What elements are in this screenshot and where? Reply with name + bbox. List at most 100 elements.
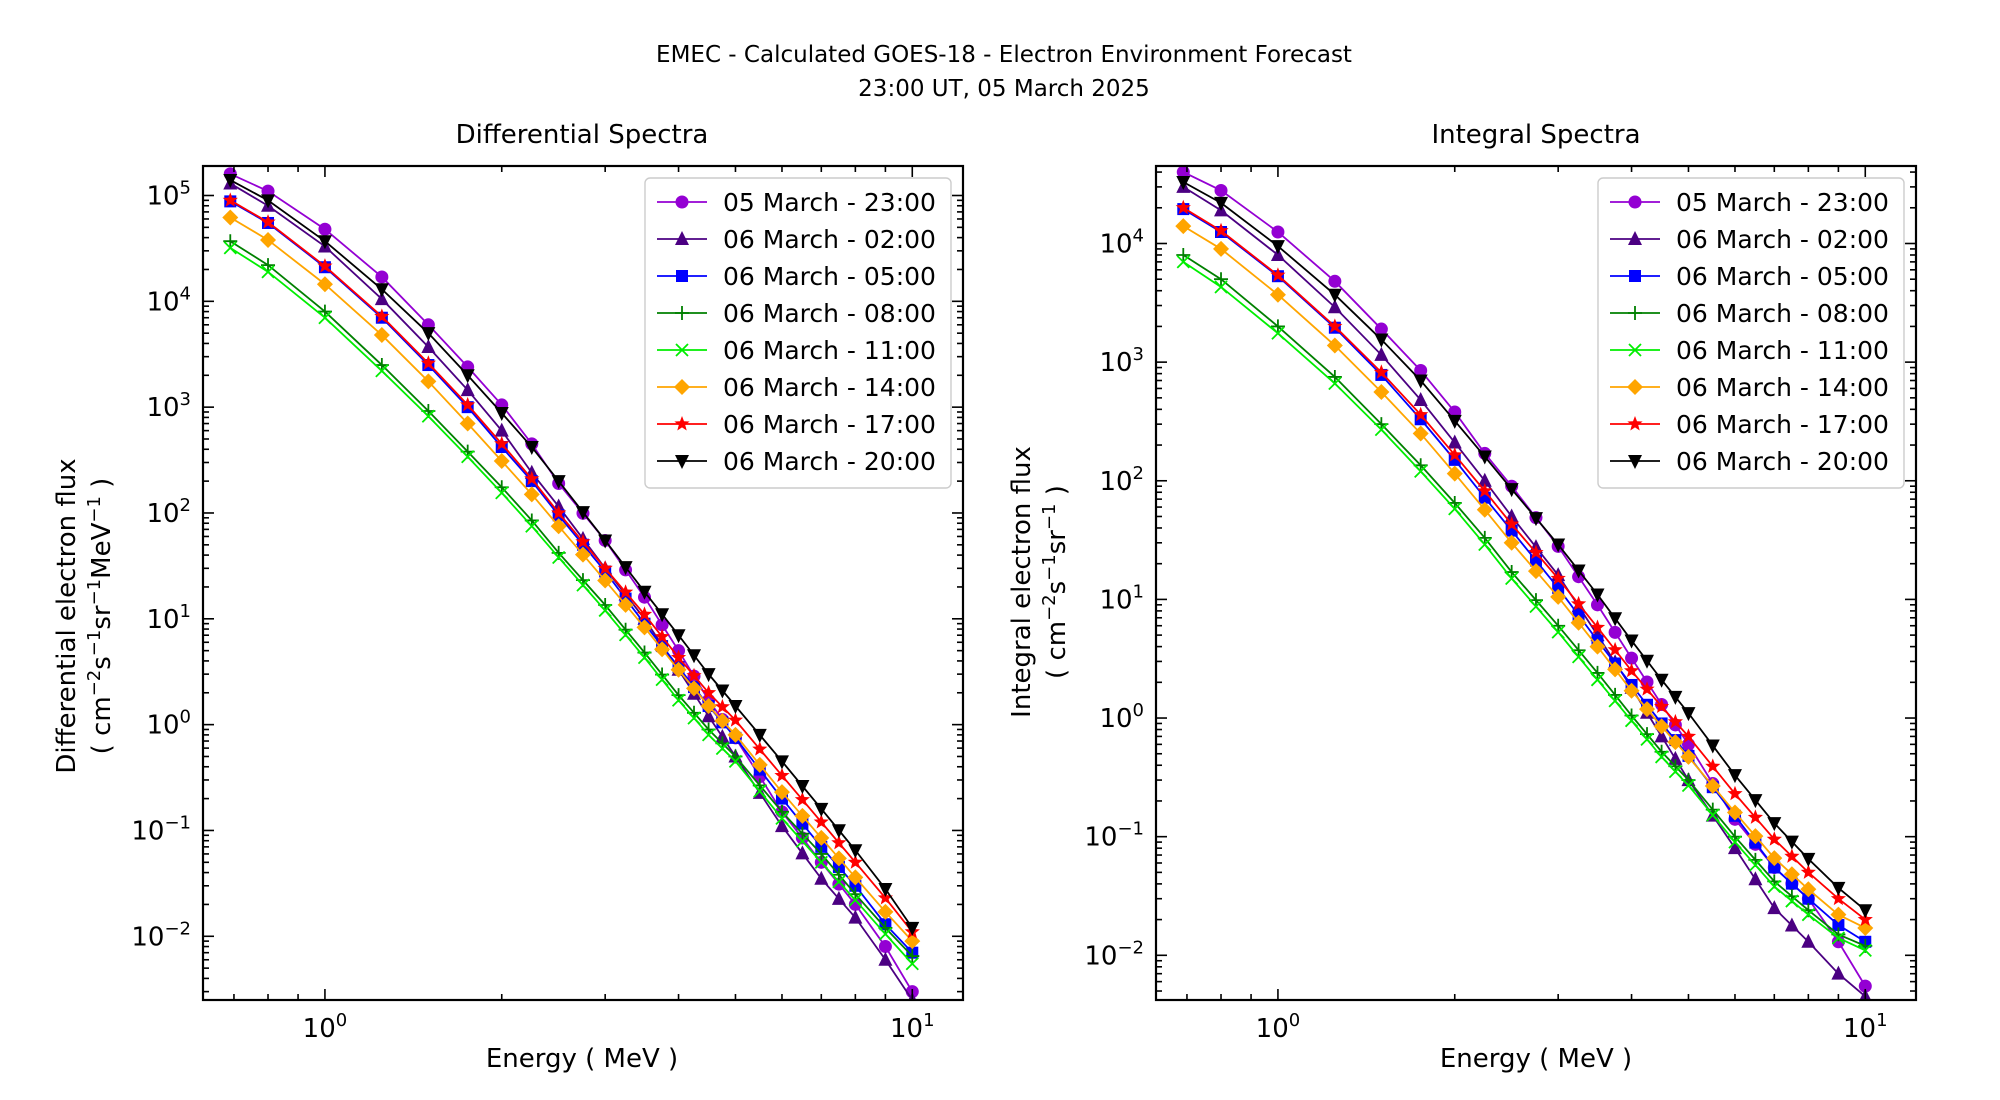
- series-3-point-2: [317, 304, 332, 319]
- legend-label-1: 06 March - 02:00: [723, 225, 936, 254]
- legend-marker-5: [674, 379, 690, 395]
- series-0-point-5: [1414, 364, 1428, 378]
- series-5-point-12: [636, 619, 653, 636]
- series-7-point-21: [1748, 794, 1763, 809]
- series-4-point-2: [318, 311, 332, 325]
- series-4-point-16: [1654, 750, 1669, 764]
- series-1-point-3: [374, 291, 389, 306]
- series-0-point-2: [318, 222, 332, 236]
- series-7-point-17: [1668, 690, 1683, 705]
- integral-yunit: ( cm−2s−1sr−1 ): [1039, 485, 1072, 679]
- series-5-point-19: [1704, 777, 1721, 794]
- legend-item-6: 06 March - 17:00: [657, 410, 936, 439]
- series-7-point-19: [1705, 739, 1720, 754]
- legend-item-3: 06 March - 08:00: [657, 299, 936, 328]
- series-1-point-24: [1801, 933, 1816, 948]
- series-5-point-3: [1326, 337, 1343, 354]
- series-5-point-25: [877, 903, 894, 920]
- axes-frame-1: [1154, 164, 1918, 1002]
- y-tick-label-1-0: 10−2: [1084, 937, 1144, 971]
- series-5-point-10: [1550, 588, 1567, 605]
- axes-frame-0: [201, 164, 965, 1002]
- series-7-point-4: [1374, 333, 1389, 348]
- series-4-point-17: [1668, 764, 1683, 779]
- series-4-point-18: [728, 754, 743, 768]
- series-5-point-12: [1589, 638, 1606, 655]
- series-2-point-24: [849, 879, 862, 892]
- series-7-point-18: [728, 699, 743, 714]
- series-7-point-26: [1858, 904, 1873, 919]
- series-7-point-21: [795, 780, 810, 795]
- series-4-point-13: [1608, 694, 1622, 708]
- series-6-point-5: [1413, 406, 1429, 422]
- series-7-point-0: [223, 174, 238, 189]
- figure-title: EMEC - Calculated GOES-18 - Electron Env…: [656, 42, 1352, 68]
- series-4-point-25: [878, 927, 893, 941]
- series-7-point-5: [460, 369, 475, 384]
- legend-marker-4: [675, 343, 689, 357]
- legend-marker-0: [1628, 195, 1642, 209]
- series-2-point-22: [1768, 861, 1781, 874]
- series-4-point-14: [1624, 714, 1639, 728]
- series-0-point-12: [1590, 598, 1604, 612]
- series-4-point-5: [461, 450, 475, 464]
- series-7-point-13: [1608, 612, 1623, 627]
- legend-item-5: 06 March - 14:00: [657, 373, 936, 402]
- series-7-point-1: [261, 194, 276, 209]
- series-5-point-20: [773, 784, 790, 801]
- series-5-point-8: [1503, 534, 1520, 551]
- series-7-point-15: [1640, 654, 1655, 669]
- series-6-point-5: [460, 396, 476, 412]
- series-6-point-10: [597, 560, 613, 575]
- series-4-point-3: [1328, 376, 1342, 391]
- series-6-point-22: [813, 814, 829, 829]
- series-6-point-17: [714, 698, 730, 714]
- series-7-point-7: [524, 441, 539, 456]
- series-4-point-0: [223, 241, 237, 255]
- series-5-point-6: [493, 452, 510, 469]
- series-4-point-3: [375, 364, 389, 378]
- series-1-point-22: [1767, 900, 1782, 915]
- series-1-point-20: [774, 818, 789, 833]
- y-tick-label-1-6: 104: [1099, 225, 1144, 259]
- y-tick-label-0-7: 105: [146, 177, 191, 211]
- legend-marker-0: [675, 195, 689, 209]
- ticks-0: [203, 166, 963, 1000]
- y-tick-label-0-4: 102: [146, 495, 191, 529]
- legend-label-3: 06 March - 08:00: [723, 299, 936, 328]
- series-6-point-14: [1623, 662, 1640, 678]
- series-4-point-26: [905, 957, 919, 971]
- series-5-point-7: [523, 486, 540, 503]
- series-5-point-1: [1213, 240, 1230, 257]
- series-6-point-3: [1327, 318, 1343, 333]
- series-3-point-2: [1270, 319, 1285, 334]
- series-4-point-6: [1448, 502, 1462, 516]
- series-3-point-0: [1176, 247, 1191, 262]
- series-7: [1176, 175, 1873, 919]
- legend-marker-2: [1629, 270, 1641, 282]
- x-tick-label-1-0: 100: [1256, 1010, 1301, 1044]
- series-5-point-16: [700, 697, 717, 714]
- y-tick-label-1-5: 103: [1099, 344, 1144, 378]
- series-6-point-15: [686, 667, 702, 683]
- series-1-point-23: [831, 890, 846, 905]
- series-4-point-17: [715, 741, 730, 756]
- series-5-point-4: [420, 373, 437, 390]
- series-7-point-18: [1681, 707, 1696, 722]
- series-5-point-17: [1667, 734, 1684, 751]
- series-0-point-13: [1608, 625, 1622, 639]
- series-5-point-9: [574, 546, 591, 563]
- series-6-point-21: [1747, 809, 1763, 824]
- series-6-point-12: [1589, 619, 1606, 634]
- series-4-point-19: [753, 784, 767, 798]
- series-4-point-22: [814, 855, 828, 869]
- series-4-point-11: [618, 628, 633, 642]
- series-6-point-8: [551, 504, 567, 520]
- series-6-point-6: [494, 435, 510, 451]
- series-0-point-4: [1374, 322, 1388, 336]
- series-6-point-1: [1213, 222, 1229, 238]
- legend-item-5: 06 March - 14:00: [1610, 373, 1889, 402]
- y-tick-label-0-3: 101: [146, 601, 191, 635]
- series-5-point-0: [1175, 218, 1192, 235]
- series-6-point-15: [1639, 681, 1655, 696]
